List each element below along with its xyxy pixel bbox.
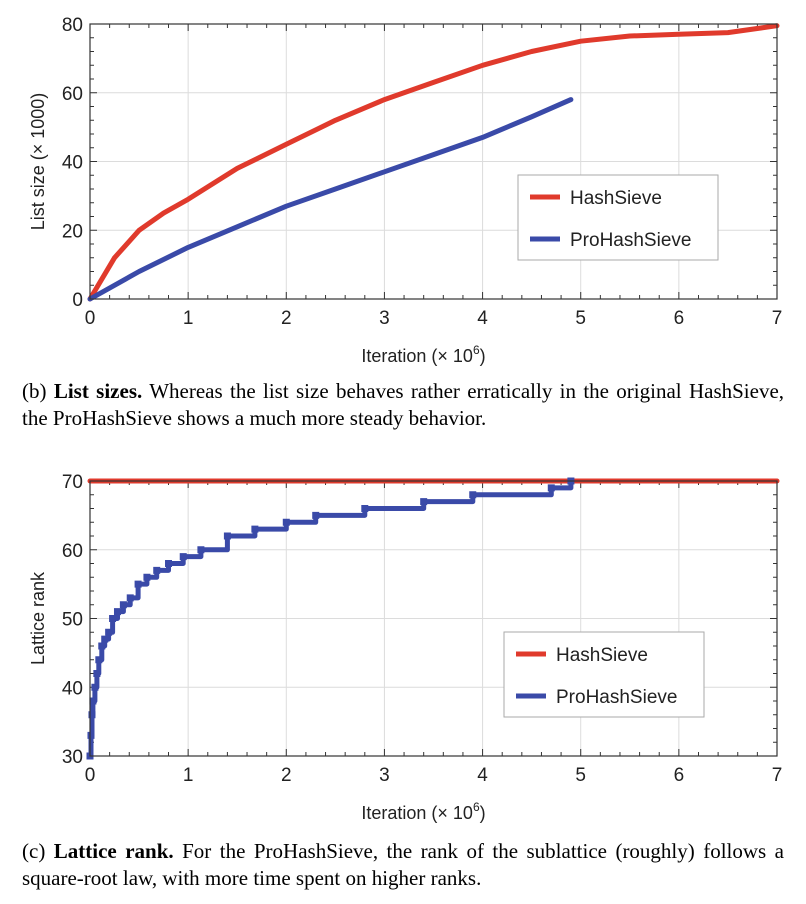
- x-tick-label: 3: [379, 765, 390, 786]
- x-tick-label: 1: [183, 308, 194, 329]
- legend-label: HashSieve: [556, 645, 648, 666]
- x-tick-label: 1: [183, 765, 194, 786]
- x-tick-label: 3: [379, 308, 390, 329]
- caption-list-sizes: (b) List sizes. Whereas the list size be…: [22, 378, 784, 432]
- y-tick-label: 80: [62, 15, 83, 36]
- series-point: [126, 594, 134, 602]
- series-point: [143, 573, 151, 581]
- series-point: [87, 731, 95, 739]
- series-point: [134, 580, 142, 588]
- series-point: [179, 553, 187, 561]
- series-line-hashsieve: [87, 23, 780, 302]
- series-point: [547, 484, 555, 492]
- x-tick-label: 2: [281, 308, 292, 329]
- series-point: [361, 505, 369, 512]
- x-tick-label: 5: [575, 308, 586, 329]
- list-size-chart: 0 1 2 3 4 5 6 7 0 20 40 60 80 Iteration (× 106) List s…: [28, 15, 783, 366]
- y-tick-label: 40: [62, 153, 83, 174]
- x-tick-label: 6: [674, 308, 685, 329]
- series-point: [91, 683, 99, 691]
- x-tick-label: 0: [85, 765, 96, 786]
- y-tick-label: 50: [62, 610, 83, 631]
- caption-title: List sizes.: [53, 379, 143, 403]
- x-axis-label: Iteration (× 106): [361, 800, 485, 823]
- series-point: [312, 511, 320, 519]
- x-tick-label: 4: [477, 308, 488, 329]
- x-tick-label: 5: [575, 765, 586, 786]
- y-tick-label: 70: [62, 472, 83, 493]
- y-axis-label: Lattice rank: [28, 571, 48, 665]
- legend-label: HashSieve: [570, 188, 662, 209]
- x-tick-label: 7: [772, 308, 783, 329]
- caption-text: Whereas the list size behaves rather err…: [22, 379, 785, 430]
- series-point: [88, 711, 96, 719]
- series-point: [119, 601, 127, 609]
- series-point: [251, 525, 259, 533]
- legend-box: [517, 174, 719, 261]
- series-point: [153, 566, 161, 574]
- legend-label: ProHashSieve: [556, 687, 677, 708]
- y-tick-label: 0: [72, 290, 83, 311]
- series-point: [93, 670, 101, 677]
- plot-frame: [89, 480, 778, 757]
- caption-title: Lattice rank.: [53, 839, 174, 863]
- y-tick-label: 60: [62, 541, 83, 562]
- series-point: [95, 656, 103, 664]
- legend-label: ProHashSieve: [570, 230, 691, 251]
- y-tick-label: 40: [62, 678, 83, 699]
- series-point: [113, 608, 121, 616]
- caption-lattice-rank: (c) Lattice rank. For the ProHashSieve, …: [22, 838, 784, 892]
- y-tick-label: 30: [62, 747, 83, 768]
- series-point: [420, 498, 428, 506]
- series-point: [105, 628, 113, 636]
- x-tick-label: 6: [674, 765, 685, 786]
- legend: HashSieve ProHashSieve: [503, 631, 705, 718]
- lattice-rank-chart: 0 1 2 3 4 5 6 7 30 40 50 60 70 Iteration (× 106) Latti…: [28, 472, 783, 823]
- x-tick-label: 2: [281, 765, 292, 786]
- series-point: [197, 546, 205, 554]
- x-tick-label: 4: [477, 765, 488, 786]
- y-axis-label: List size (× 1000): [28, 93, 48, 231]
- series-point: [282, 518, 290, 526]
- series-point: [223, 532, 231, 540]
- plot-frame: [89, 23, 778, 300]
- series-point: [89, 697, 97, 705]
- y-tick-label: 20: [62, 221, 83, 242]
- caption-label: (c): [22, 839, 46, 863]
- series-point: [98, 642, 106, 650]
- x-tick-label: 7: [772, 765, 783, 786]
- series-point: [109, 615, 117, 622]
- y-tick-label: 60: [62, 84, 83, 105]
- series-point: [469, 491, 477, 499]
- series-point: [101, 635, 109, 643]
- caption-label: (b): [22, 379, 47, 403]
- legend-box: [503, 631, 705, 718]
- legend: HashSieve ProHashSieve: [517, 174, 719, 261]
- series-line-prohashsieve: [87, 97, 574, 302]
- series-point: [165, 560, 173, 567]
- x-axis-label: Iteration (× 106): [361, 343, 485, 366]
- caption-text: For the ProHashSieve, the rank of the su…: [22, 839, 785, 890]
- x-tick-label: 0: [85, 308, 96, 329]
